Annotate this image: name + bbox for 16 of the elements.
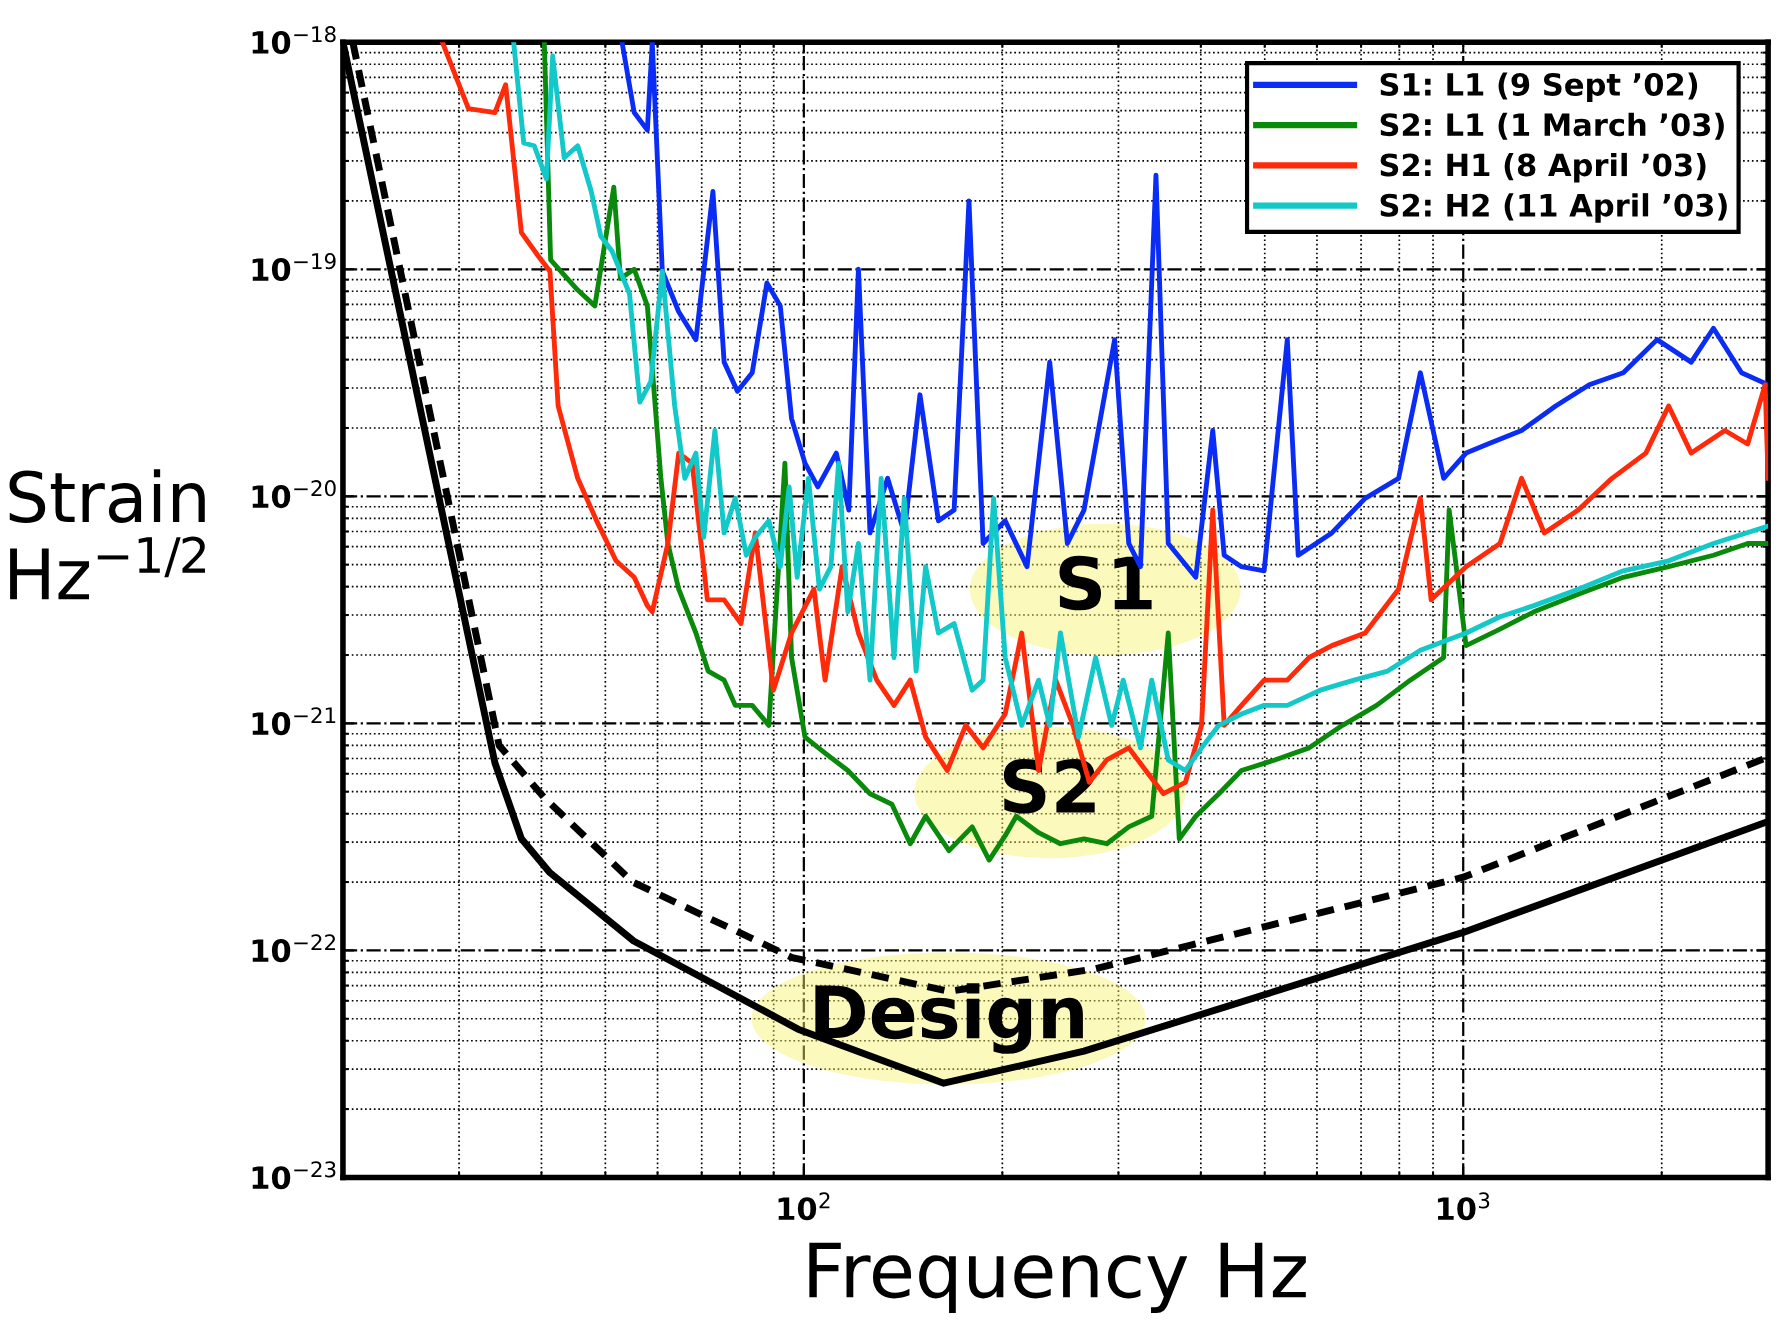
y-tick-label: 10$^{−23}$ bbox=[252, 1161, 336, 1190]
x-tick-label: 10$^{2}$ bbox=[778, 1192, 830, 1221]
legend-label: S2: H2 (11 April ’03) bbox=[1380, 193, 1727, 223]
annotation: Design bbox=[815, 983, 1083, 1054]
y-tick-label: 10$^{−21}$ bbox=[252, 707, 336, 736]
x-axis-title: Frequency Hz bbox=[809, 1242, 1306, 1313]
y-tick-label: 10$^{−19}$ bbox=[252, 253, 336, 282]
y-tick-label: 10$^{−20}$ bbox=[252, 480, 336, 509]
annotation: S1 bbox=[1059, 555, 1152, 611]
y-tick-label: 10$^{−18}$ bbox=[252, 26, 336, 55]
legend-label: S1: L1 (9 Sept ’02) bbox=[1380, 72, 1698, 102]
x-tick-label: 10$^{3}$ bbox=[1437, 1192, 1490, 1221]
y-axis-title: Strain Hz$^{−1/2}$ bbox=[9, 469, 205, 600]
legend-label: S2: H1 (8 April ’03) bbox=[1380, 152, 1706, 183]
y-tick-label: 10$^{−22}$ bbox=[252, 934, 335, 963]
legend-label: S2: L1 (1 March ’03) bbox=[1380, 112, 1724, 140]
